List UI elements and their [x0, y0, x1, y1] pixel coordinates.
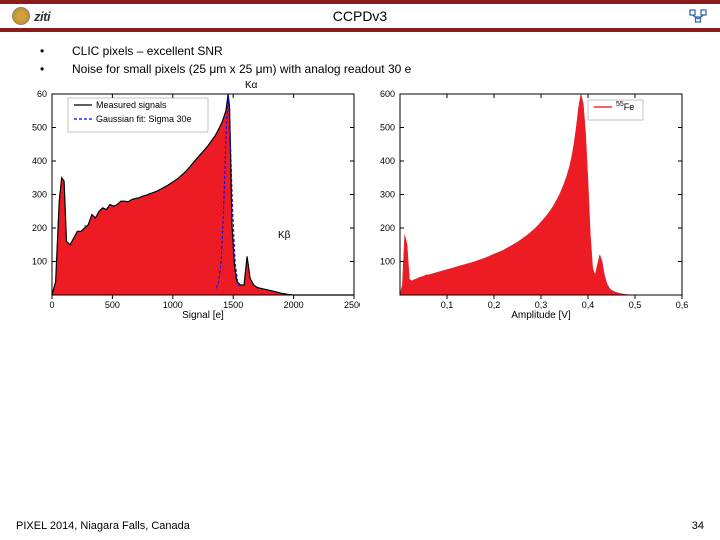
svg-text:400: 400: [32, 156, 47, 166]
bullet-text: Noise for small pixels (25 μm x 25 μm) w…: [72, 60, 411, 78]
svg-text:600: 600: [380, 89, 395, 99]
chart-amplitude-spectrum: 0,1 0,2 0,3 0,4 0,5 0,6 100 200 300 400 500 600 Ampl…: [368, 86, 688, 326]
bullet-icon: •: [40, 60, 48, 78]
bullet-text: CLIC pixels – excellent SNR: [72, 42, 223, 60]
header-content: ziti CCPDv3: [0, 4, 720, 28]
chart-signal-spectrum: 0 500 1000 1500 2000 2500 100 200 300 400 500 60 Sig…: [20, 86, 360, 326]
svg-text:200: 200: [380, 223, 395, 233]
bullet-list: • CLIC pixels – excellent SNR • Noise fo…: [40, 42, 700, 78]
bullet-icon: •: [40, 42, 48, 60]
svg-text:0,2: 0,2: [488, 300, 501, 310]
svg-text:60: 60: [37, 89, 47, 99]
svg-text:0,3: 0,3: [535, 300, 548, 310]
svg-text:Gaussian fit: Sigma 30e: Gaussian fit: Sigma 30e: [96, 114, 192, 124]
svg-text:400: 400: [380, 156, 395, 166]
svg-text:500: 500: [105, 300, 120, 310]
slide-header: ziti CCPDv3: [0, 0, 720, 32]
slide-footer: PIXEL 2014, Niagara Falls, Canada 34: [16, 520, 704, 532]
footer-venue: PIXEL 2014, Niagara Falls, Canada: [16, 520, 190, 532]
slide-body: • CLIC pixels – excellent SNR • Noise fo…: [0, 32, 720, 326]
svg-text:0,1: 0,1: [441, 300, 454, 310]
list-item: • Noise for small pixels (25 μm x 25 μm)…: [40, 60, 700, 78]
svg-text:2500: 2500: [344, 300, 360, 310]
svg-text:500: 500: [32, 123, 47, 133]
chart-svg: 0,1 0,2 0,3 0,4 0,5 0,6 100 200 300 400 500 600 Ampl…: [368, 86, 688, 321]
svg-text:0,5: 0,5: [629, 300, 642, 310]
university-seal-icon: [12, 7, 30, 25]
svg-text:Amplitude [V]: Amplitude [V]: [511, 310, 571, 321]
svg-text:1000: 1000: [163, 300, 183, 310]
svg-text:2000: 2000: [284, 300, 304, 310]
logo-text: ziti: [34, 9, 50, 24]
svg-text:Signal [e]: Signal [e]: [182, 310, 224, 321]
svg-text:300: 300: [380, 190, 395, 200]
page-number: 34: [692, 520, 704, 532]
svg-text:100: 100: [32, 257, 47, 267]
svg-text:0: 0: [49, 300, 54, 310]
header-bar-bottom: [0, 28, 720, 32]
svg-text:100: 100: [380, 257, 395, 267]
slide-title: CCPDv3: [333, 8, 387, 24]
svg-text:500: 500: [380, 123, 395, 133]
chart-row: Kα Kβ Threshold 200e 0500100015002000250…: [20, 86, 700, 326]
svg-text:200: 200: [32, 223, 47, 233]
svg-text:Measured signals: Measured signals: [96, 100, 167, 110]
svg-text:0,4: 0,4: [582, 300, 595, 310]
svg-text:0,6: 0,6: [676, 300, 688, 310]
logo-left: ziti: [12, 7, 50, 25]
chart-svg: 0 500 1000 1500 2000 2500 100 200 300 400 500 60 Sig…: [20, 86, 360, 321]
logo-right-icon: [688, 7, 708, 25]
list-item: • CLIC pixels – excellent SNR: [40, 42, 700, 60]
svg-text:300: 300: [32, 190, 47, 200]
svg-text:1500: 1500: [223, 300, 243, 310]
